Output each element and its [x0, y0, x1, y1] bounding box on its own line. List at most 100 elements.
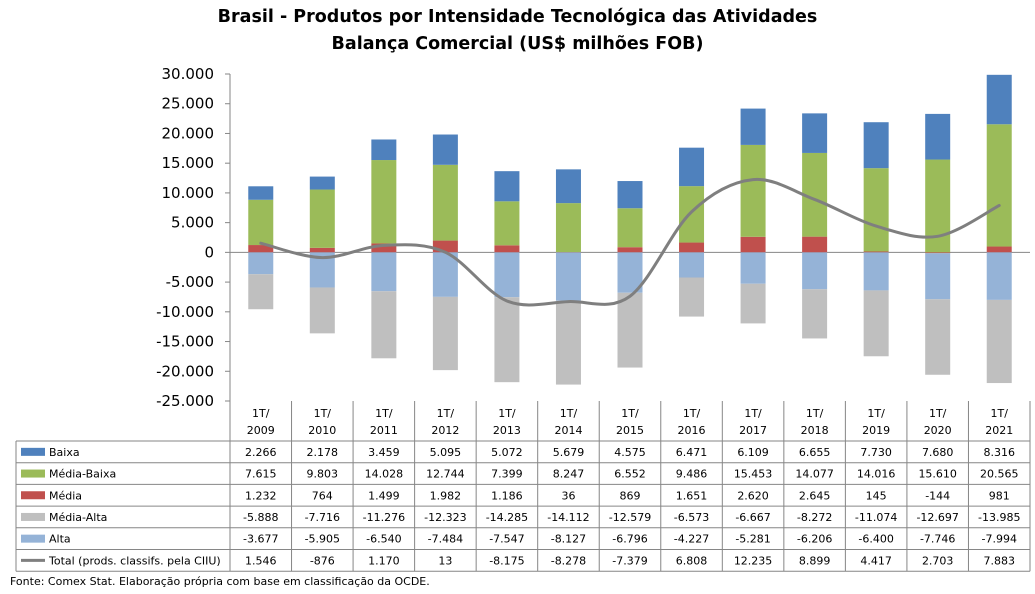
table-cell-value: 15.453 — [734, 468, 773, 481]
table-cell-value: 2.645 — [799, 489, 831, 502]
bar-m-dia-baixa-11 — [863, 168, 889, 252]
bar-m-dia-baixa-8 — [679, 186, 705, 243]
table-cell-value: 6.471 — [676, 446, 708, 459]
x-category-label-line1: 1T/ — [560, 407, 578, 420]
bar-baixa-13 — [986, 74, 1012, 125]
x-category-label-line2: 2016 — [678, 424, 706, 437]
x-category-label-line1: 1T/ — [744, 407, 762, 420]
table-cell-value: 8.899 — [799, 554, 831, 567]
bar-alta-5 — [494, 252, 520, 298]
bar-m-dia-baixa-2 — [309, 189, 335, 248]
table-cell-value: -6.796 — [612, 533, 647, 546]
bar-baixa-8 — [679, 147, 705, 187]
bar-m-dia-1 — [248, 245, 274, 253]
bar-m-dia-baixa-1 — [248, 199, 274, 246]
x-category-label-line1: 1T/ — [437, 407, 455, 420]
table-cell-value: 1.546 — [245, 554, 277, 567]
table-cell-value: 5.679 — [553, 446, 585, 459]
bar-m-dia-alta-3 — [371, 291, 397, 359]
table-cell-value: 4.575 — [614, 446, 646, 459]
bar-m-dia-alta-5 — [494, 297, 520, 383]
x-category-label-line1: 1T/ — [314, 407, 332, 420]
table-cell-value: -6.206 — [797, 533, 832, 546]
x-category-label-line2: 2011 — [370, 424, 398, 437]
table-cell-value: 12.744 — [426, 468, 465, 481]
table-cell-value: 145 — [866, 489, 887, 502]
bar-m-dia-alta-10 — [802, 289, 828, 339]
bar-m-dia-alta-2 — [309, 287, 335, 334]
table-cell-value: 764 — [312, 489, 333, 502]
x-category-label-line2: 2009 — [247, 424, 275, 437]
table-cell-value: -144 — [925, 489, 950, 502]
table-cell-value: 5.095 — [430, 446, 462, 459]
table-cell-value: 13 — [438, 554, 452, 567]
x-category-label-line2: 2013 — [493, 424, 521, 437]
table-cell-value: 14.016 — [857, 468, 896, 481]
table-cell-value: 3.459 — [368, 446, 400, 459]
table-cell-value: -5.888 — [243, 511, 278, 524]
x-category-label-line1: 1T/ — [806, 407, 824, 420]
bar-baixa-7 — [617, 181, 643, 209]
bar-baixa-3 — [371, 139, 397, 161]
bar-m-dia-alta-4 — [432, 296, 458, 371]
table-cell-value: 1.186 — [491, 489, 523, 502]
y-tick-label: -10.000 — [156, 303, 214, 321]
table-cell-value: 5.072 — [491, 446, 523, 459]
table-cell-value: 12.235 — [734, 554, 773, 567]
x-category-label-line2: 2019 — [862, 424, 890, 437]
table-cell-value: 869 — [620, 489, 641, 502]
table-cell-value: 1.170 — [368, 554, 400, 567]
table-cell-value: 6.808 — [676, 554, 708, 567]
bar-m-dia-7 — [617, 247, 643, 253]
y-tick-label: -20.000 — [156, 362, 214, 380]
table-cell-value: 7.399 — [491, 468, 523, 481]
legend-key-m-dia-alta — [21, 512, 45, 521]
bar-m-dia-alta-6 — [555, 300, 581, 385]
bar-alta-13 — [986, 252, 1012, 300]
table-cell-value: 7.615 — [245, 468, 277, 481]
bar-baixa-4 — [432, 134, 458, 165]
table-cell-value: 9.803 — [307, 468, 339, 481]
table-cell-value: -14.112 — [547, 511, 589, 524]
table-cell-value: 2.620 — [737, 489, 769, 502]
table-cell-value: -7.547 — [489, 533, 524, 546]
bar-m-dia-baixa-7 — [617, 208, 643, 248]
table-cell-value: -11.074 — [855, 511, 897, 524]
table-cell-value: 6.552 — [614, 468, 646, 481]
table-cell-value: -8.127 — [551, 533, 586, 546]
bar-baixa-6 — [555, 169, 581, 204]
table-cell-value: -876 — [310, 554, 335, 567]
x-category-label-line2: 2020 — [924, 424, 952, 437]
x-category-label-line2: 2021 — [985, 424, 1013, 437]
bar-baixa-9 — [740, 108, 766, 145]
y-tick-label: 20.000 — [162, 124, 215, 142]
table-cell-value: 2.178 — [307, 446, 339, 459]
y-tick-label: 5.000 — [171, 214, 214, 232]
bar-baixa-10 — [802, 113, 828, 153]
table-cell-value: -7.746 — [920, 533, 955, 546]
bar-alta-8 — [679, 252, 705, 278]
x-category-label-line1: 1T/ — [929, 407, 947, 420]
y-tick-label: -15.000 — [156, 333, 214, 351]
legend-key-baixa — [21, 447, 45, 456]
bar-m-dia-5 — [494, 245, 520, 253]
bar-baixa-2 — [309, 176, 335, 190]
table-cell-value: -14.285 — [486, 511, 528, 524]
x-category-label-line2: 2015 — [616, 424, 644, 437]
table-cell-value: 1.651 — [676, 489, 708, 502]
chart-title-block: Brasil - Produtos por Intensidade Tecnol… — [0, 4, 1035, 58]
bar-m-dia-12 — [925, 252, 951, 254]
bar-m-dia-8 — [679, 242, 705, 253]
bar-alta-11 — [863, 252, 889, 291]
chart-subtitle: Balança Comercial (US$ milhões FOB) — [331, 34, 704, 54]
x-category-label-line1: 1T/ — [991, 407, 1009, 420]
source-note: Fonte: Comex Stat. Elaboração própria co… — [10, 575, 430, 588]
table-cell-value: 6.655 — [799, 446, 831, 459]
table-cell-value: 981 — [989, 489, 1010, 502]
table-cell-value: 7.883 — [983, 554, 1015, 567]
table-cell-value: -11.276 — [363, 511, 405, 524]
bar-m-dia-baixa-13 — [986, 124, 1012, 247]
table-cell-value: -3.677 — [243, 533, 278, 546]
x-category-label-line2: 2010 — [308, 424, 336, 437]
table-cell-value: 20.565 — [980, 468, 1019, 481]
